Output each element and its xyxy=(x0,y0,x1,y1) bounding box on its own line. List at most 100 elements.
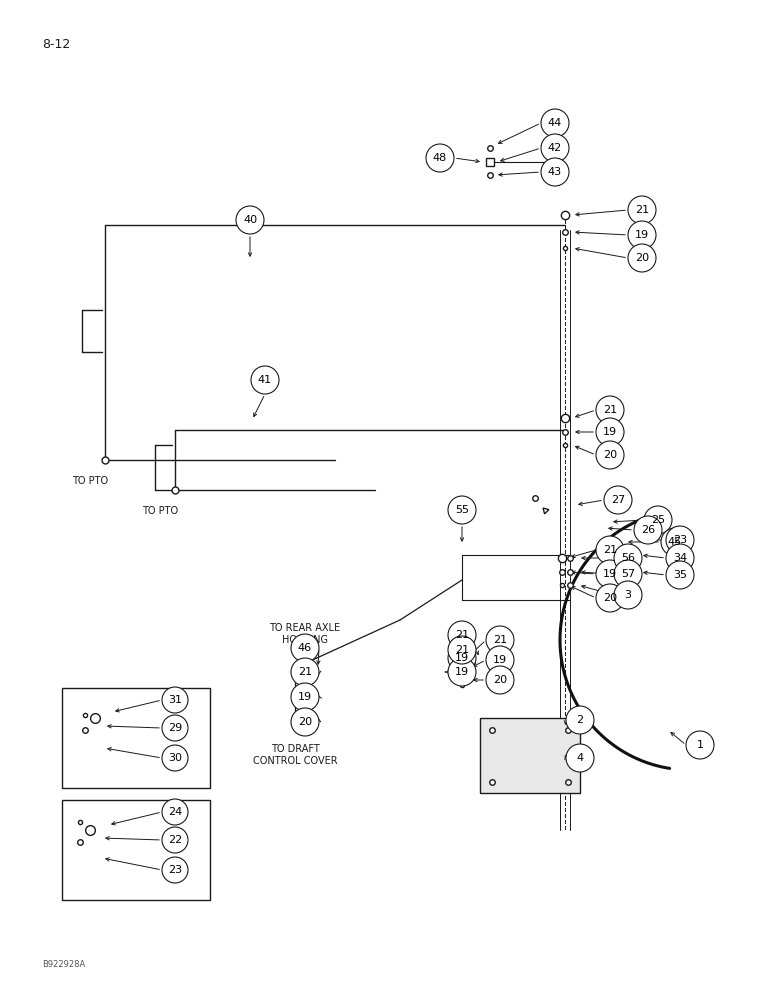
Text: 24: 24 xyxy=(168,807,182,817)
Circle shape xyxy=(541,158,569,186)
Text: 46: 46 xyxy=(298,643,312,653)
Circle shape xyxy=(661,528,689,556)
Circle shape xyxy=(291,658,319,686)
Text: 30: 30 xyxy=(168,753,182,763)
Text: 19: 19 xyxy=(635,230,649,240)
Circle shape xyxy=(666,561,694,589)
Bar xyxy=(62,800,210,900)
Text: 26: 26 xyxy=(641,525,655,535)
Circle shape xyxy=(566,706,594,734)
Circle shape xyxy=(614,581,642,609)
Text: 8-12: 8-12 xyxy=(42,38,71,51)
Text: 41: 41 xyxy=(258,375,272,385)
Text: 45: 45 xyxy=(668,537,682,547)
Text: 1: 1 xyxy=(697,740,704,750)
Text: 25: 25 xyxy=(651,515,665,525)
Text: 19: 19 xyxy=(455,667,469,677)
Text: 20: 20 xyxy=(635,253,649,263)
Circle shape xyxy=(541,109,569,137)
Text: 20: 20 xyxy=(603,450,617,460)
Circle shape xyxy=(614,544,642,572)
Bar xyxy=(480,718,580,793)
Text: 29: 29 xyxy=(168,723,182,733)
Text: B922928A: B922928A xyxy=(42,960,85,969)
Circle shape xyxy=(604,486,632,514)
Circle shape xyxy=(251,366,279,394)
Text: 40: 40 xyxy=(243,215,257,225)
Circle shape xyxy=(566,744,594,772)
Circle shape xyxy=(236,206,264,234)
Circle shape xyxy=(596,560,624,588)
Circle shape xyxy=(162,799,188,825)
Circle shape xyxy=(596,584,624,612)
Text: TO PTO: TO PTO xyxy=(142,506,178,516)
Circle shape xyxy=(596,418,624,446)
Text: 19: 19 xyxy=(298,692,312,702)
Text: 34: 34 xyxy=(673,553,687,563)
Circle shape xyxy=(666,544,694,572)
Text: TO PTO: TO PTO xyxy=(72,476,108,486)
Circle shape xyxy=(486,646,514,674)
Circle shape xyxy=(486,666,514,694)
Text: 27: 27 xyxy=(611,495,625,505)
Text: 19: 19 xyxy=(603,569,617,579)
Text: 21: 21 xyxy=(493,635,507,645)
Circle shape xyxy=(448,644,476,672)
Circle shape xyxy=(162,687,188,713)
Circle shape xyxy=(291,708,319,736)
Text: 19: 19 xyxy=(455,653,469,663)
Text: 21: 21 xyxy=(635,205,649,215)
Circle shape xyxy=(162,857,188,883)
Text: 3: 3 xyxy=(625,590,632,600)
Text: 2: 2 xyxy=(577,715,584,725)
Text: 56: 56 xyxy=(621,553,635,563)
Text: 21: 21 xyxy=(603,405,617,415)
Text: TO DRAFT
CONTROL COVER: TO DRAFT CONTROL COVER xyxy=(253,744,338,766)
Circle shape xyxy=(162,827,188,853)
Circle shape xyxy=(628,221,656,249)
Text: 22: 22 xyxy=(168,835,182,845)
Text: 21: 21 xyxy=(455,645,469,655)
Circle shape xyxy=(291,634,319,662)
Text: 44: 44 xyxy=(548,118,562,128)
Text: 20: 20 xyxy=(493,675,507,685)
Circle shape xyxy=(448,658,476,686)
Text: 4: 4 xyxy=(577,753,584,763)
Text: 20: 20 xyxy=(603,593,617,603)
Circle shape xyxy=(486,626,514,654)
Text: 55: 55 xyxy=(455,505,469,515)
Circle shape xyxy=(596,536,624,564)
Text: 21: 21 xyxy=(298,667,312,677)
Circle shape xyxy=(448,496,476,524)
Circle shape xyxy=(426,144,454,172)
Text: 21: 21 xyxy=(455,630,469,640)
Circle shape xyxy=(448,636,476,664)
Text: 35: 35 xyxy=(673,570,687,580)
Text: 42: 42 xyxy=(548,143,562,153)
Circle shape xyxy=(634,516,662,544)
Circle shape xyxy=(596,396,624,424)
Circle shape xyxy=(162,745,188,771)
Text: 19: 19 xyxy=(493,655,507,665)
Text: 43: 43 xyxy=(548,167,562,177)
Text: 23: 23 xyxy=(673,535,687,545)
Circle shape xyxy=(448,621,476,649)
Text: 20: 20 xyxy=(298,717,312,727)
Circle shape xyxy=(644,506,672,534)
Text: 31: 31 xyxy=(168,695,182,705)
Circle shape xyxy=(628,244,656,272)
Circle shape xyxy=(686,731,714,759)
Circle shape xyxy=(291,683,319,711)
Text: 57: 57 xyxy=(621,569,635,579)
Circle shape xyxy=(666,526,694,554)
Circle shape xyxy=(541,134,569,162)
Text: 21: 21 xyxy=(603,545,617,555)
Circle shape xyxy=(596,441,624,469)
Circle shape xyxy=(162,715,188,741)
Circle shape xyxy=(628,196,656,224)
Text: 23: 23 xyxy=(168,865,182,875)
Text: 48: 48 xyxy=(433,153,447,163)
Circle shape xyxy=(614,560,642,588)
Text: 19: 19 xyxy=(603,427,617,437)
Bar xyxy=(62,688,210,788)
